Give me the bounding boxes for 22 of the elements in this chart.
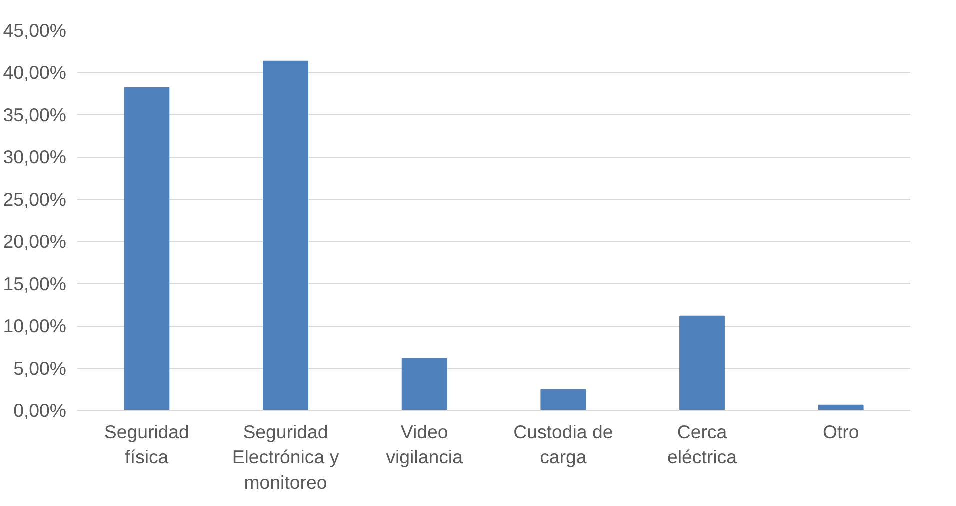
x-tick-label: Seguridad Electrónica y monitoreo [232, 422, 340, 493]
y-tick-label: 25,00% [3, 188, 67, 210]
y-tick-label: 40,00% [3, 62, 67, 84]
y-tick-label: 45,00% [3, 20, 67, 41]
y-tick-label: 5,00% [14, 358, 67, 379]
bar [680, 316, 725, 410]
y-tick-label: 10,00% [3, 316, 67, 337]
x-tick-label: Custodia de carga [514, 422, 614, 468]
x-tick-label: Otro [822, 422, 860, 442]
bar [263, 60, 308, 410]
y-tick-label: 30,00% [3, 146, 67, 168]
x-tick-label: Video vigilancia [386, 422, 464, 468]
y-tick-label: 20,00% [3, 231, 67, 252]
y-tick-label: 0,00% [14, 400, 67, 421]
y-tick-label: 15,00% [3, 273, 67, 294]
bar [402, 358, 448, 410]
x-tick-label: Cerca eléctrica [668, 422, 738, 468]
bar [818, 404, 864, 410]
bar [540, 389, 586, 410]
bar [124, 87, 170, 410]
x-tick-label: Seguridad física [104, 422, 190, 468]
y-tick-label: 35,00% [3, 104, 67, 126]
